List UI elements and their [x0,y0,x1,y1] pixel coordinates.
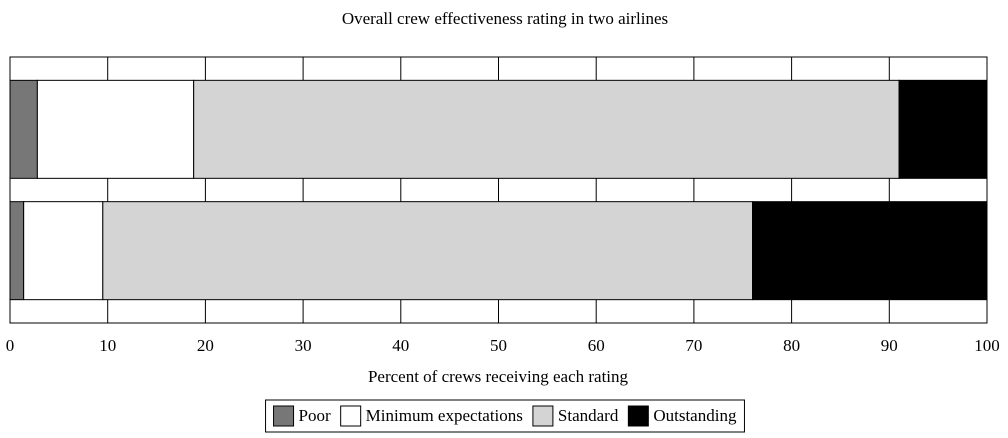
legend-swatch [532,405,554,427]
bar-segment [36,79,195,179]
x-tick-label: 10 [99,336,116,355]
legend: Poor Minimum expectations Standard Outstand… [265,399,745,433]
x-tick-label: 80 [783,336,800,355]
x-tick-label: 20 [197,336,214,355]
x-tick-label: 40 [392,336,409,355]
bar-segment [102,201,754,301]
bar-segment [193,79,900,179]
x-tick-label: 60 [588,336,605,355]
legend-swatch [340,405,362,427]
x-tick-label: 90 [881,336,898,355]
legend-label: Outstanding [653,406,737,425]
legend-swatch [627,405,649,427]
bar-segment [9,201,25,301]
bar-segment [23,201,104,301]
x-tick-label: 70 [685,336,702,355]
x-tick-label: 100 [974,336,1000,355]
bar-segment [898,79,988,179]
legend-swatch [273,405,295,427]
bar-segment [9,79,38,179]
chart-title: Overall crew effectiveness rating in two… [342,9,668,28]
x-tick-label: 0 [6,336,15,355]
x-axis-label: Percent of crews receiving each rating [368,367,629,386]
legend-label: Minimum expectations [366,406,523,425]
legend-label: Poor [299,406,331,425]
bar-segment [752,201,988,301]
legend-label: Standard [558,406,619,425]
x-tick-label: 30 [295,336,312,355]
x-tick-label: 50 [490,336,507,355]
